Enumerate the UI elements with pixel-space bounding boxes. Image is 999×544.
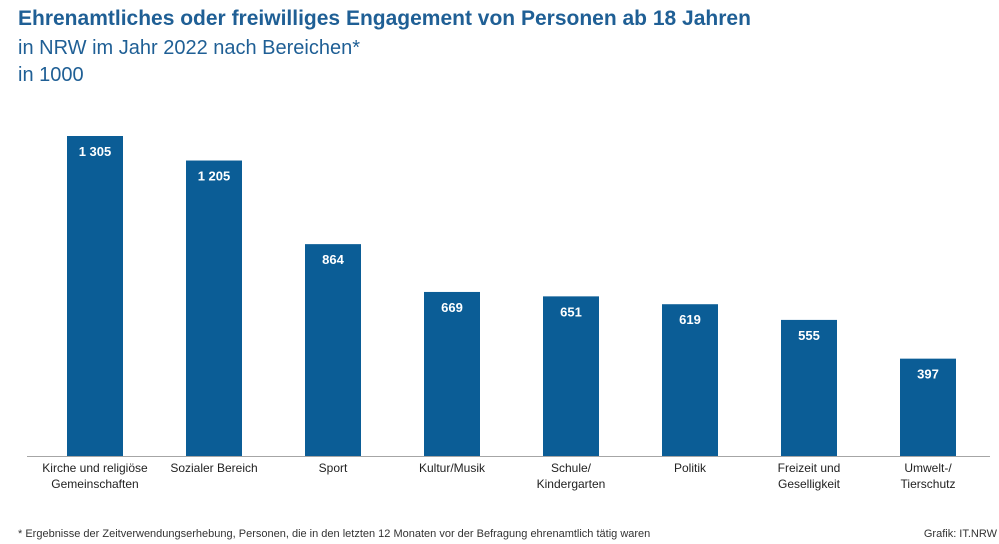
category-label: Politik <box>674 461 707 475</box>
category-label: Kirche und religiöse Gemeinschaften <box>42 461 148 491</box>
source-credit: Grafik: IT.NRW <box>923 528 997 540</box>
bar-8 <box>900 358 956 456</box>
bar-3 <box>305 244 361 456</box>
bar-5 <box>543 296 599 456</box>
bar-value-label: 864 <box>322 252 344 267</box>
bar-1 <box>67 136 123 456</box>
bar-2 <box>186 160 242 457</box>
category-label: Kultur/Musik <box>419 461 486 475</box>
chart-unit: in 1000 <box>18 64 84 86</box>
bar-value-label: 651 <box>560 304 582 319</box>
bar-4 <box>424 291 480 456</box>
bar-value-label: 555 <box>798 328 820 343</box>
chart-subtitle: in NRW im Jahr 2022 nach Bereichen* <box>18 37 361 59</box>
category-label: Freizeit und Geselligkeit <box>778 461 841 491</box>
bar-value-label: 397 <box>917 367 939 382</box>
bar-value-label: 1 205 <box>198 169 231 184</box>
bar-7 <box>781 319 837 456</box>
category-label: Sozialer Bereich <box>170 461 257 475</box>
bar-value-label: 619 <box>679 312 701 327</box>
bar-6 <box>662 304 718 456</box>
chart-title: Ehrenamtliches oder freiwilliges Engagem… <box>18 7 751 30</box>
category-label: Schule/Kindergarten <box>537 461 606 491</box>
category-label: Umwelt-/Tierschutz <box>901 461 956 491</box>
bar-value-label: 669 <box>441 300 463 315</box>
bar-value-label: 1 305 <box>79 144 112 159</box>
category-label: Sport <box>319 461 348 475</box>
footnote: * Ergebnisse der Zeitverwendungserhebung… <box>18 528 651 540</box>
